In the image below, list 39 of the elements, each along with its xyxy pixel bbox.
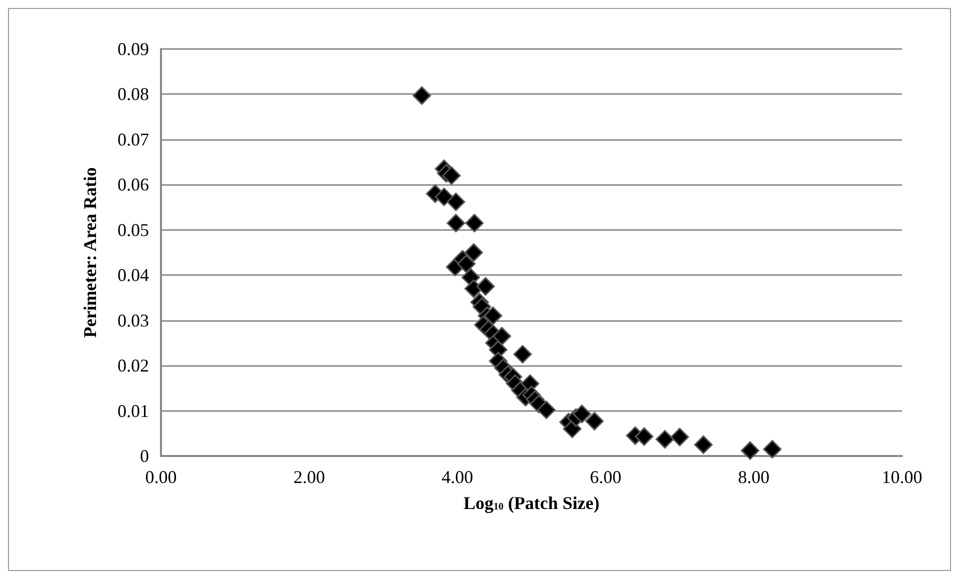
point: [446, 192, 466, 212]
x-tick-label: 0.00: [145, 467, 177, 487]
point: [634, 427, 654, 446]
point: [572, 404, 592, 424]
y-tick-label: 0.01: [118, 400, 149, 421]
point: [434, 188, 454, 206]
point: [476, 277, 495, 296]
y-tick-label: 0.03: [118, 310, 149, 330]
y-tick-label: 0.06: [118, 174, 149, 195]
point: [537, 400, 556, 420]
y-tick-label: 0.08: [118, 84, 149, 104]
point: [763, 440, 782, 458]
y-tick-label: 0.05: [118, 220, 149, 240]
point: [585, 412, 604, 430]
x-tick-label: 10.00: [882, 467, 922, 487]
point: [513, 345, 532, 364]
x-axis-title: Log10 (Patch Size): [464, 493, 600, 513]
y-tick-label: 0.02: [118, 356, 149, 376]
y-tick-label: 0: [140, 446, 149, 466]
y-tick-label: 0.09: [118, 39, 149, 59]
y-tick-label: 0.07: [118, 129, 149, 150]
x-tick-label: 2.00: [293, 467, 325, 487]
point: [694, 435, 713, 454]
point: [446, 214, 466, 232]
y-tick-label: 0.04: [118, 265, 149, 286]
x-tick-label: 6.00: [590, 467, 622, 487]
point: [412, 86, 432, 105]
y-axis-title: Perimeter: Area Ratio: [80, 167, 100, 338]
x-tick-label: 8.00: [738, 467, 770, 487]
point: [656, 430, 674, 449]
point: [464, 243, 483, 262]
point: [484, 306, 502, 326]
point: [457, 254, 476, 274]
point: [670, 428, 689, 446]
point: [492, 326, 512, 346]
point: [740, 441, 760, 460]
point: [465, 214, 484, 232]
point: [442, 166, 461, 185]
x-tick-label: 4.00: [442, 467, 474, 487]
